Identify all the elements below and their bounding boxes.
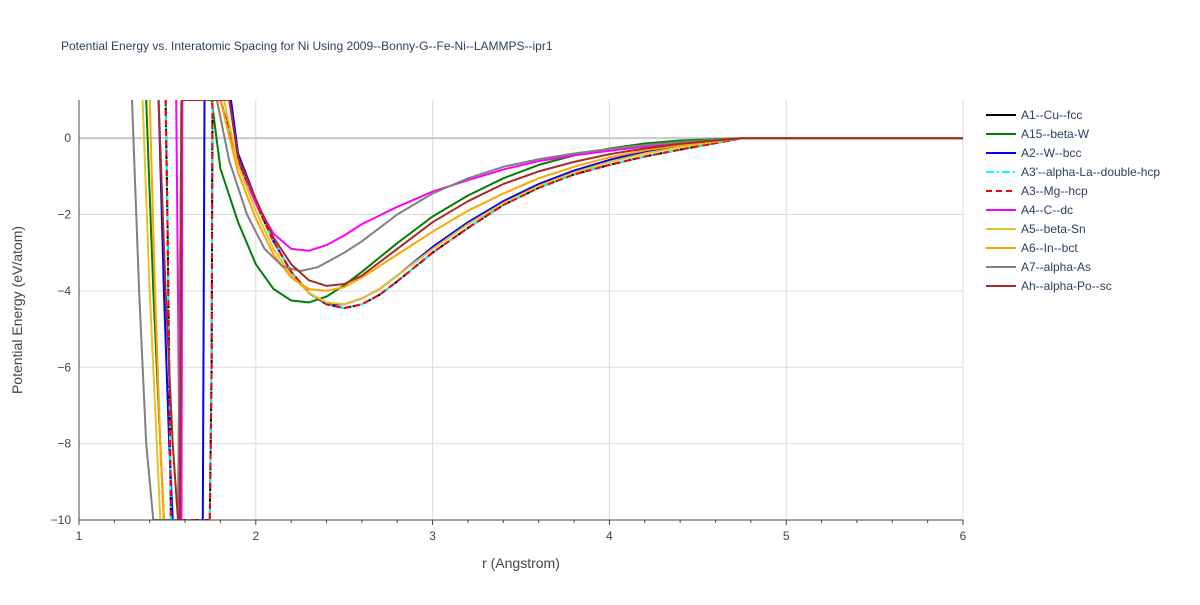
axis-layer — [78, 100, 964, 525]
x-tick-label: 1 — [76, 529, 83, 543]
x-tick-label: 6 — [960, 529, 967, 543]
series-layer — [131, 100, 963, 520]
chart-title: Potential Energy vs. Interatomic Spacing… — [61, 39, 553, 53]
y-axis-label: Potential Energy (eV/atom) — [9, 226, 25, 394]
y-tick-label: −6 — [57, 360, 71, 374]
legend-label: A7--alpha-As — [1021, 260, 1091, 274]
series-line — [175, 100, 963, 520]
series-line — [157, 100, 963, 520]
series-line — [131, 100, 963, 520]
legend: A1--Cu--fcc A15--beta-W A2--W--bcc A3'--alp… — [986, 108, 1160, 293]
tick-label-layer: 1 2 3 4 5 6 −10 −8 −6 −4 −2 0 — [51, 131, 967, 543]
legend-label: A2--W--bcc — [1021, 146, 1081, 160]
legend-label: A5--beta-Sn — [1021, 222, 1086, 236]
legend-label: A4--C--dc — [1021, 203, 1073, 217]
y-tick-label: −10 — [51, 513, 72, 527]
x-tick-label: 2 — [252, 529, 259, 543]
legend-label: A6--In--bct — [1021, 241, 1078, 255]
legend-label: A15--beta-W — [1021, 127, 1090, 141]
y-tick-label: −4 — [57, 284, 71, 298]
legend-label: A3'--alpha-La--double-hcp — [1021, 165, 1160, 179]
legend-label: Ah--alpha-Po--sc — [1021, 279, 1112, 293]
x-tick-label: 4 — [606, 529, 613, 543]
x-tick-label: 3 — [429, 529, 436, 543]
y-tick-label: −2 — [57, 208, 71, 222]
x-tick-label: 5 — [783, 529, 790, 543]
y-tick-label: 0 — [64, 131, 71, 145]
legend-label: A3--Mg--hcp — [1021, 184, 1088, 198]
legend-label: A1--Cu--fcc — [1021, 108, 1082, 122]
x-axis-label: r (Angstrom) — [482, 555, 560, 571]
y-tick-label: −8 — [57, 437, 71, 451]
series-line — [164, 100, 963, 520]
